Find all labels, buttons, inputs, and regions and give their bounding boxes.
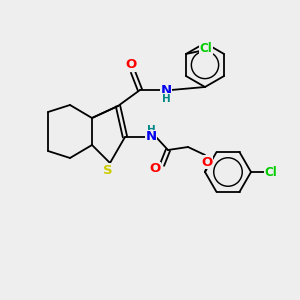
Text: Cl: Cl [265, 166, 278, 178]
Text: S: S [103, 164, 113, 176]
Text: H: H [147, 125, 155, 135]
Text: O: O [125, 58, 136, 71]
Text: O: O [149, 163, 161, 176]
Text: Cl: Cl [200, 43, 212, 56]
Text: O: O [201, 155, 213, 169]
Text: N: N [146, 130, 157, 143]
Text: H: H [162, 94, 170, 104]
Text: N: N [160, 83, 172, 97]
